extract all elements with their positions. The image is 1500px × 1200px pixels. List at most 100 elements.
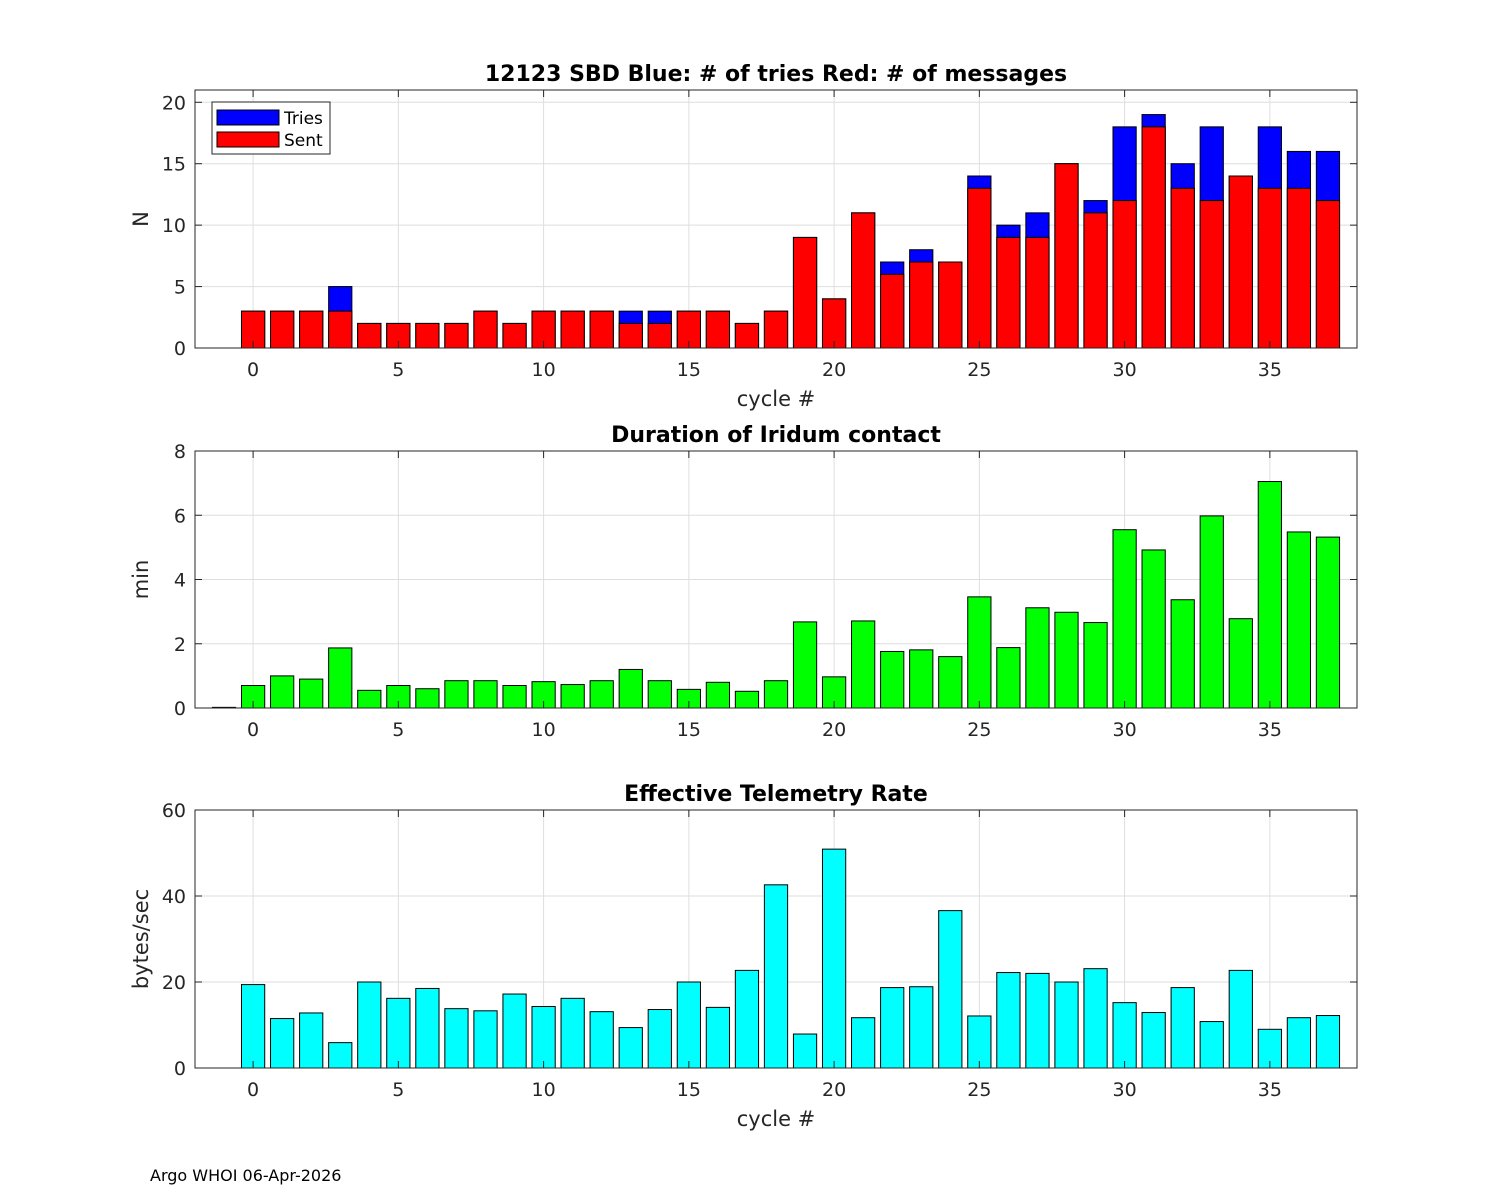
bar-sent-cycle-28 [1054,163,1079,349]
bar-sent-cycle-8 [473,310,498,349]
x-tick-label: 0 [247,1079,259,1101]
bar-rate-cycle-28 [1054,981,1079,1069]
y-tick-label: 5 [174,277,186,299]
y-tick-label: 20 [162,92,186,114]
bar-rate-cycle-17 [734,969,760,1069]
y-tick-label: 0 [174,698,186,720]
bar-duration-cycle-36 [1286,531,1312,709]
y-tick-label: 6 [174,505,186,527]
bar-duration-cycle-11 [560,684,585,709]
bar-sent-cycle-25 [967,187,992,349]
bar-rate-cycle-25 [967,1015,992,1069]
chart-panel-1: 0 5 10 15 20 25 30 35 0 5 10 15 20 12123 SBD Blue: # … [129,62,1358,411]
bar-rate-cycle-14 [647,1009,672,1069]
x-tick-label: 30 [1113,719,1137,741]
x-tick-label: 20 [822,719,846,741]
chart-panel-3: 0 5 10 15 20 25 30 35 0 20 40 60 Effective Telemetry… [129,782,1358,1131]
x-axis-label: cycle # [737,387,816,411]
bar-rate-cycle-7 [444,1008,469,1069]
bar-sent-cycle-14 [647,322,672,349]
bar-duration-cycle-3 [328,647,353,709]
chart-title: Effective Telemetry Rate [624,782,928,807]
bar-duration-cycle-26 [996,647,1021,709]
bar-duration-cycle-13 [618,668,643,709]
bar-rate-cycle-19 [792,1033,818,1069]
bar-sent-cycle-16 [705,310,731,349]
chart-title: Duration of Iridum contact [611,423,941,448]
y-tick-label: 15 [162,154,186,176]
x-tick-label: 25 [967,719,991,741]
bar-rate-cycle-8 [473,1010,498,1069]
y-tick-label: 8 [174,441,186,463]
bar-sent-cycle-24 [938,261,963,349]
bar-duration-cycle-24 [938,656,963,709]
bar-sent-cycle-21 [851,212,876,349]
x-tick-label: 15 [677,719,701,741]
bar-rate-cycle-11 [560,997,585,1069]
bar-duration-cycle-19 [792,621,818,709]
bar-rate-cycle-24 [938,910,963,1069]
bar-sent-cycle-31 [1141,126,1166,349]
y-tick-label: 0 [174,338,186,360]
legend-swatch-sent [216,131,280,148]
bar-sent-cycle-26 [996,236,1021,349]
chart-panel-2: 0 5 10 15 20 25 30 35 0 2 4 6 8 Duration of Iridum co… [129,423,1358,741]
y-tick-label: 2 [174,634,186,656]
bar-sent-cycle-20 [821,298,847,349]
bar-rate-cycle-27 [1025,972,1050,1069]
bar-sent-cycle-11 [560,310,585,349]
bar-rate-cycle-12 [589,1011,614,1069]
bar-duration-cycle-1 [270,675,295,709]
bar-rate-cycle-0 [240,984,266,1069]
bar-duration-cycle-25 [967,596,992,709]
bar-duration-cycle-30 [1112,529,1137,709]
bar-rate-cycle-21 [851,1017,876,1069]
x-tick-label: 20 [822,359,846,381]
footer-text: Argo WHOI 06-Apr-2026 [150,1166,342,1185]
bar-sent-cycle-36 [1286,187,1312,349]
bar-duration-cycle-28 [1054,611,1079,709]
bar-rate-cycle-2 [299,1012,324,1069]
bar-sent-cycle-23 [909,261,934,349]
bar-rate-cycle-9 [502,993,527,1069]
bar-sent-cycle-3 [328,310,353,349]
bar-rate-cycle-15 [676,981,701,1069]
y-tick-label: 60 [162,800,186,822]
bar-rate-cycle-29 [1083,968,1108,1069]
bar-rate-cycle-23 [909,986,934,1069]
bar-duration-cycle-29 [1083,622,1108,709]
y-axis-label: N [129,211,153,227]
bar-duration-cycle-37 [1315,536,1341,709]
bar-duration-cycle-27 [1025,607,1050,709]
x-tick-label: 15 [677,1079,701,1101]
x-tick-label: 5 [392,719,404,741]
bar-sent-cycle-32 [1170,187,1195,349]
y-tick-label: 10 [162,215,186,237]
x-tick-label: 15 [677,359,701,381]
bar-rate-cycle-30 [1112,1002,1137,1069]
bar-sent-cycle-18 [763,310,789,349]
bar-rate-cycle-31 [1141,1012,1166,1069]
bar-duration-cycle-33 [1199,515,1224,709]
bar-duration-cycle-23 [909,649,934,709]
bar-rate-cycle-5 [386,997,411,1069]
bar-rate-cycle-16 [705,1006,731,1069]
bar-rate-cycle-26 [996,972,1021,1069]
bar-rate-cycle-18 [763,884,789,1069]
bar-sent-cycle-12 [589,310,614,349]
x-tick-label: 10 [532,1079,556,1101]
bar-sent-cycle-7 [444,322,469,349]
bar-rate-cycle-20 [821,848,847,1069]
x-tick-label: 30 [1113,1079,1137,1101]
bar-sent-cycle-35 [1257,187,1282,349]
bar-sent-cycle-30 [1112,200,1137,349]
bar-sent-cycle-29 [1083,212,1108,349]
bar-sent-cycle-17 [734,322,760,349]
x-tick-label: 0 [247,719,259,741]
bar-rate-cycle-4 [357,981,382,1069]
bar-sent-cycle-27 [1025,236,1050,349]
bar-sent-cycle-19 [792,236,818,349]
bar-duration-cycle-34 [1228,618,1253,709]
